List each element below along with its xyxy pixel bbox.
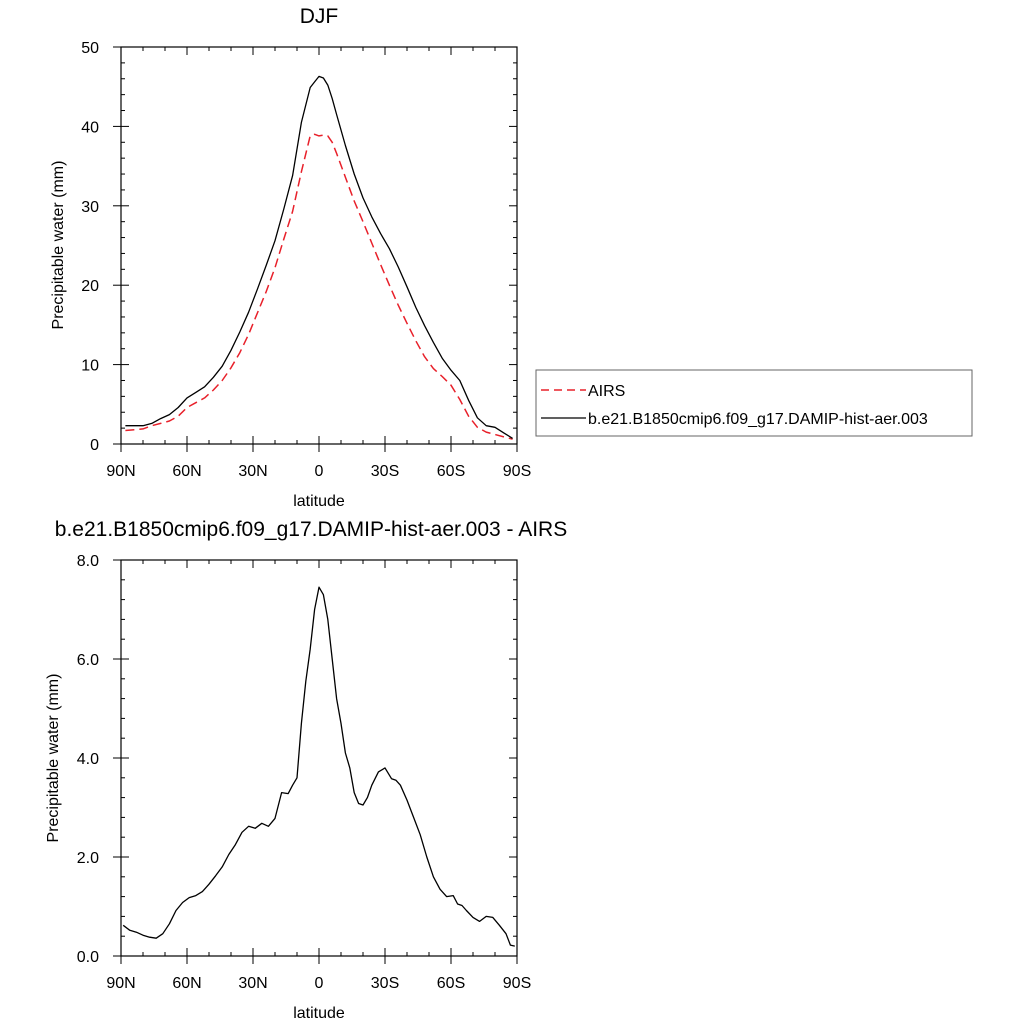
bottom-x-ticks: 90N 60N 30N 0 30S 60S 90S [106,560,531,992]
legend-box [535,369,973,437]
top-plot-frame [120,46,518,445]
top-y-axis-label: Precipitable water (mm) [50,161,67,330]
bottom-series-group [122,586,515,947]
top-y-tick-label: 20 [81,278,99,295]
top-x-ticks: 90N 60N 30N 0 30S 60S 90S [106,47,531,480]
top-x-tick-label: 0 [315,463,324,480]
bottom-y-tick-label: 6.0 [77,652,99,669]
legend-model-label: b.e21.B1850cmip6.f09_g17.DAMIP-hist-aer.… [588,411,928,428]
top-x-axis-label: latitude [293,493,345,510]
top-series-line-airs [125,133,513,440]
top-y-tick-label: 40 [81,119,99,136]
bottom-x-axis-label: latitude [293,1005,345,1022]
panel-top: DJF 0 10 20 30 40 50 90N 60N 30N 0 30S 60S 90S lati… [50,5,973,510]
top-series-line-b-e21-b1850cmip6-f09-g17-damip-hist-aer-003 [125,75,513,439]
top-x-tick-label: 90S [503,463,531,480]
bottom-y-tick-label: 2.0 [77,850,99,867]
bottom-y-tick-label: 8.0 [77,553,99,570]
bottom-y-axis-label: Precipitable water (mm) [45,674,62,843]
top-y-tick-label: 0 [90,437,99,454]
top-y-tick-label: 50 [81,40,99,57]
bottom-x-tick-label: 0 [315,975,324,992]
top-x-tick-label: 30N [238,463,267,480]
top-x-tick-label: 30S [371,463,399,480]
bottom-x-tick-label: 30S [371,975,399,992]
bottom-x-tick-label: 30N [238,975,267,992]
top-x-tick-label: 60S [437,463,465,480]
top-series-group [125,75,513,440]
legend: AIRS b.e21.B1850cmip6.f09_g17.DAMIP-hist… [535,369,973,437]
bottom-title: b.e21.B1850cmip6.f09_g17.DAMIP-hist-aer.… [55,518,567,541]
bottom-y-ticks: 0.0 2.0 4.0 6.0 8.0 [77,553,517,966]
bottom-x-tick-label: 90S [503,975,531,992]
top-x-tick-label: 90N [106,463,135,480]
top-y-ticks: 0 10 20 30 40 50 [81,40,517,454]
bottom-plot-frame [120,559,518,957]
bottom-x-tick-label: 60S [437,975,465,992]
panel-bottom: b.e21.B1850cmip6.f09_g17.DAMIP-hist-aer.… [45,518,567,1022]
top-y-tick-label: 30 [81,199,99,216]
bottom-series-line-series-0 [122,586,515,947]
top-x-tick-label: 60N [172,463,201,480]
bottom-x-tick-label: 60N [172,975,201,992]
bottom-y-tick-label: 4.0 [77,751,99,768]
top-title: DJF [300,5,339,28]
bottom-y-tick-label: 0.0 [77,949,99,966]
legend-airs-label: AIRS [588,383,625,400]
bottom-x-tick-label: 90N [106,975,135,992]
top-y-tick-label: 10 [81,358,99,375]
